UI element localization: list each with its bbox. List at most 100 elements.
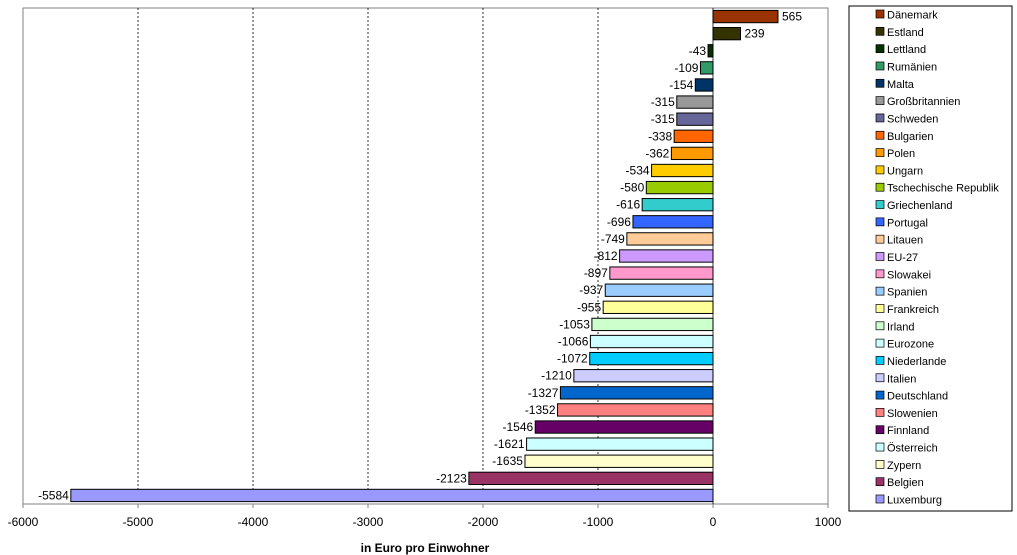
legend-label-12: Portugal bbox=[887, 217, 928, 229]
x-axis-title: in Euro pro Einwohner bbox=[361, 541, 490, 555]
tick-label-0: -6000 bbox=[8, 515, 39, 529]
legend-swatch-9 bbox=[875, 165, 885, 175]
data-label-19: -1066 bbox=[558, 335, 589, 349]
data-label-7: -338 bbox=[648, 129, 672, 143]
legend: Dänemark Estland Lettland Rumänien Malta Groß… bbox=[875, 10, 999, 507]
bar-9 bbox=[651, 163, 714, 178]
legend-swatch-10 bbox=[875, 182, 885, 192]
bar-0 bbox=[712, 9, 779, 24]
legend-label-14: EU-27 bbox=[887, 252, 918, 264]
data-label-28: -5584 bbox=[38, 488, 69, 502]
bar-8 bbox=[670, 146, 714, 161]
data-label-22: -1327 bbox=[528, 386, 559, 400]
legend-swatch-16 bbox=[875, 286, 885, 296]
legend-label-16: Spanien bbox=[887, 287, 927, 299]
data-label-5: -315 bbox=[651, 95, 675, 109]
legend-label-8: Polen bbox=[887, 148, 915, 160]
data-label-18: -1053 bbox=[559, 317, 590, 331]
data-label-12: -696 bbox=[607, 215, 631, 229]
bar-4 bbox=[694, 78, 714, 92]
bar-20 bbox=[589, 351, 714, 366]
legend-swatch-22 bbox=[875, 390, 885, 400]
bar-18 bbox=[591, 317, 714, 332]
data-label-10: -580 bbox=[620, 181, 644, 195]
legend-swatch-4 bbox=[875, 78, 885, 88]
bars bbox=[70, 9, 779, 503]
bar-2 bbox=[707, 44, 714, 58]
legend-swatch-19 bbox=[875, 338, 885, 348]
legend-swatch-25 bbox=[875, 442, 885, 452]
legend-label-27: Belgien bbox=[887, 477, 924, 489]
tick-label-6: 0 bbox=[710, 515, 717, 529]
bar-13 bbox=[626, 232, 714, 246]
legend-swatch-12 bbox=[875, 217, 885, 227]
bar-28 bbox=[70, 488, 714, 503]
legend-swatch-2 bbox=[875, 44, 885, 53]
bar-10 bbox=[645, 180, 714, 195]
data-label-4: -154 bbox=[669, 78, 693, 92]
bar-15 bbox=[609, 266, 714, 280]
data-label-26: -1635 bbox=[492, 454, 523, 468]
bar-7 bbox=[673, 129, 714, 143]
legend-swatch-26 bbox=[875, 460, 885, 469]
legend-label-23: Slowenien bbox=[887, 408, 938, 420]
data-label-20: -1072 bbox=[557, 352, 588, 366]
data-label-27: -2123 bbox=[436, 471, 467, 485]
bar-17 bbox=[602, 300, 714, 314]
legend-swatch-24 bbox=[875, 425, 885, 435]
legend-label-1: Estland bbox=[887, 27, 924, 39]
data-label-6: -315 bbox=[651, 112, 675, 126]
legend-swatch-27 bbox=[875, 477, 885, 487]
bar-21 bbox=[573, 369, 714, 383]
data-label-23: -1352 bbox=[525, 403, 556, 417]
legend-swatch-13 bbox=[875, 234, 885, 244]
legend-swatch-23 bbox=[875, 408, 885, 417]
bar-3 bbox=[699, 61, 714, 75]
legend-swatch-28 bbox=[875, 494, 885, 504]
legend-label-7: Bulgarien bbox=[887, 131, 933, 143]
legend-swatch-14 bbox=[875, 252, 885, 261]
legend-swatch-3 bbox=[875, 61, 885, 71]
tick-label-4: -2000 bbox=[468, 515, 499, 529]
data-labels: 565 239 -43 -109 -154 -315 -315 -338 -362 -534 -58… bbox=[38, 10, 802, 503]
bar-5 bbox=[676, 95, 714, 109]
bar-6 bbox=[676, 112, 714, 126]
legend-label-0: Dänemark bbox=[887, 10, 938, 22]
data-label-16: -937 bbox=[579, 283, 603, 297]
tick-label-7: 1000 bbox=[815, 515, 842, 529]
legend-swatch-6 bbox=[875, 113, 885, 123]
legend-label-17: Frankreich bbox=[887, 304, 939, 316]
data-label-15: -897 bbox=[584, 266, 608, 280]
bar-1 bbox=[712, 26, 741, 41]
legend-swatch-11 bbox=[875, 200, 885, 209]
legend-swatch-15 bbox=[875, 269, 885, 279]
legend-label-10: Tschechische Republik bbox=[887, 183, 999, 195]
data-label-14: -812 bbox=[594, 249, 618, 263]
bar-24 bbox=[534, 420, 714, 434]
legend-label-6: Schweden bbox=[887, 113, 938, 125]
legend-label-5: Großbritannien bbox=[887, 96, 960, 108]
legend-label-18: Irland bbox=[887, 321, 915, 333]
bar-16 bbox=[604, 283, 714, 297]
legend-swatch-5 bbox=[875, 96, 885, 105]
tick-label-3: -3000 bbox=[353, 515, 384, 529]
legend-label-28: Luxemburg bbox=[887, 495, 942, 507]
data-label-9: -534 bbox=[626, 163, 650, 177]
legend-swatch-17 bbox=[875, 304, 885, 313]
bar-22 bbox=[559, 386, 714, 400]
legend-label-24: Finnland bbox=[887, 425, 929, 437]
legend-swatch-18 bbox=[875, 321, 885, 331]
data-label-0: 565 bbox=[782, 10, 802, 24]
legend-swatch-21 bbox=[875, 373, 885, 383]
legend-label-9: Ungarn bbox=[887, 165, 923, 177]
bar-25 bbox=[526, 437, 714, 451]
bar-19 bbox=[589, 334, 714, 349]
data-label-25: -1621 bbox=[494, 437, 525, 451]
legend-label-13: Litauen bbox=[887, 235, 923, 247]
legend-box bbox=[848, 5, 1013, 512]
legend-label-25: Österreich bbox=[887, 443, 938, 455]
legend-swatch-8 bbox=[875, 148, 885, 157]
legend-label-21: Italien bbox=[887, 373, 916, 385]
legend-swatch-20 bbox=[875, 356, 885, 365]
